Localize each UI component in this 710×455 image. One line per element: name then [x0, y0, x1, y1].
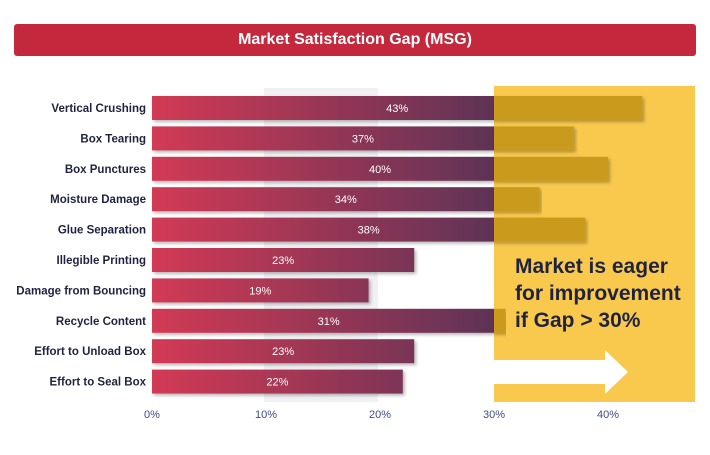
data-label: 23% [272, 255, 294, 267]
x-tick-label: 10% [255, 409, 277, 421]
category-label: Illegible Printing [57, 255, 146, 267]
data-label: 31% [318, 316, 340, 328]
category-label: Effort to Unload Box [34, 346, 146, 358]
data-label: 23% [272, 346, 294, 358]
bar [152, 278, 369, 303]
x-tick-label: 0% [144, 409, 160, 421]
bar [152, 96, 494, 120]
x-tick-label: 30% [483, 409, 505, 421]
bar [152, 339, 415, 364]
bar-segment-over-threshold [494, 96, 643, 120]
chart-title-text: Market Satisfaction Gap (MSG) [238, 31, 472, 48]
data-label: 37% [352, 133, 374, 145]
category-label: Recycle Content [56, 316, 146, 328]
category-label: Glue Separation [58, 225, 146, 237]
category-label: Box Tearing [80, 133, 146, 145]
bar [152, 308, 494, 333]
category-label: Damage from Bouncing [16, 285, 146, 297]
category-label: Moisture Damage [50, 194, 146, 206]
data-label: 22% [266, 377, 288, 389]
x-tick-label: 20% [369, 409, 391, 421]
bar [152, 248, 415, 272]
x-tick-label: 40% [597, 409, 619, 421]
bar [152, 156, 494, 181]
data-label: 40% [369, 164, 391, 176]
annotation-line-2: for improvement [515, 282, 681, 305]
bar-segment-over-threshold [494, 156, 608, 181]
bar [152, 187, 494, 212]
annotation-line-3: if Gap > 30% [515, 309, 641, 332]
improvement-arrow-icon [494, 350, 628, 394]
bar [152, 217, 494, 242]
data-label: 34% [335, 194, 357, 206]
bar-segment-over-threshold [494, 217, 586, 242]
improvement-annotation: Market is eager for improvement if Gap >… [515, 253, 695, 334]
bar [152, 126, 494, 151]
bar-segment-over-threshold [494, 126, 574, 151]
bar [152, 369, 403, 394]
data-label: 43% [386, 103, 408, 115]
data-label: 38% [358, 225, 380, 237]
data-label: 19% [249, 285, 271, 297]
chart-title: Market Satisfaction Gap (MSG) [14, 24, 696, 56]
bar-segment-over-threshold [494, 187, 540, 212]
annotation-line-1: Market is eager [515, 255, 668, 278]
category-label: Effort to Seal Box [50, 377, 147, 389]
category-label: Box Punctures [65, 164, 146, 176]
bar-segment-over-threshold [494, 308, 506, 333]
category-label: Vertical Crushing [51, 103, 146, 115]
